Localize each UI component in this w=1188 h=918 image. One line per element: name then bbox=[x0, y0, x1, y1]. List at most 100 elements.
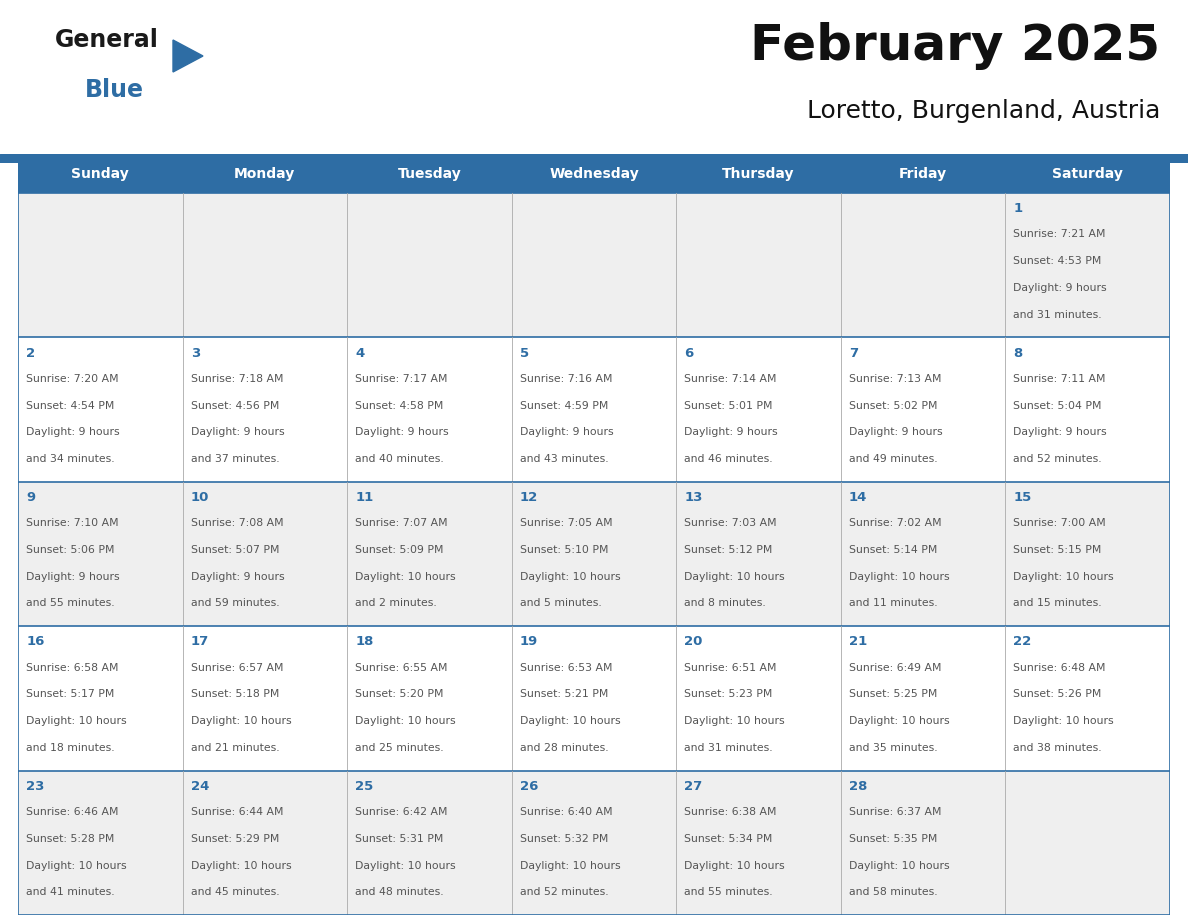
Text: and 48 minutes.: and 48 minutes. bbox=[355, 887, 444, 897]
Text: Sunrise: 7:00 AM: Sunrise: 7:00 AM bbox=[1013, 519, 1106, 528]
Bar bbox=[676, 482, 841, 626]
Text: Sunrise: 6:58 AM: Sunrise: 6:58 AM bbox=[26, 663, 119, 673]
Text: 20: 20 bbox=[684, 635, 703, 648]
Bar bbox=[183, 193, 347, 338]
Bar bbox=[347, 155, 512, 193]
Bar bbox=[347, 338, 512, 482]
Text: Daylight: 9 hours: Daylight: 9 hours bbox=[190, 572, 284, 582]
Bar bbox=[347, 193, 512, 338]
Text: Sunset: 5:29 PM: Sunset: 5:29 PM bbox=[190, 834, 279, 844]
Text: Blue: Blue bbox=[86, 78, 144, 102]
Text: Sunset: 5:12 PM: Sunset: 5:12 PM bbox=[684, 545, 772, 555]
Text: Sunrise: 7:18 AM: Sunrise: 7:18 AM bbox=[190, 374, 283, 384]
Text: Sunrise: 7:03 AM: Sunrise: 7:03 AM bbox=[684, 519, 777, 528]
Bar bbox=[183, 626, 347, 770]
Text: and 35 minutes.: and 35 minutes. bbox=[849, 743, 937, 753]
Text: and 5 minutes.: and 5 minutes. bbox=[520, 599, 601, 609]
Bar bbox=[347, 482, 512, 626]
Text: Daylight: 9 hours: Daylight: 9 hours bbox=[355, 427, 449, 437]
Bar bbox=[841, 482, 1005, 626]
Text: Sunset: 5:32 PM: Sunset: 5:32 PM bbox=[520, 834, 608, 844]
Text: Sunset: 5:31 PM: Sunset: 5:31 PM bbox=[355, 834, 443, 844]
Text: and 52 minutes.: and 52 minutes. bbox=[1013, 454, 1102, 464]
Text: Sunrise: 7:07 AM: Sunrise: 7:07 AM bbox=[355, 519, 448, 528]
Text: Daylight: 9 hours: Daylight: 9 hours bbox=[520, 427, 613, 437]
Text: and 55 minutes.: and 55 minutes. bbox=[26, 599, 115, 609]
Bar bbox=[183, 482, 347, 626]
Bar bbox=[1005, 193, 1170, 338]
Text: Sunset: 4:56 PM: Sunset: 4:56 PM bbox=[190, 400, 279, 410]
Bar bbox=[512, 338, 676, 482]
Text: Daylight: 10 hours: Daylight: 10 hours bbox=[849, 860, 949, 870]
Text: 10: 10 bbox=[190, 491, 209, 504]
Text: 15: 15 bbox=[1013, 491, 1031, 504]
Text: Sunrise: 7:10 AM: Sunrise: 7:10 AM bbox=[26, 519, 119, 528]
Text: Sunset: 5:34 PM: Sunset: 5:34 PM bbox=[684, 834, 772, 844]
Text: Sunset: 5:15 PM: Sunset: 5:15 PM bbox=[1013, 545, 1101, 555]
Polygon shape bbox=[173, 40, 203, 72]
Text: Sunset: 5:17 PM: Sunset: 5:17 PM bbox=[26, 689, 114, 700]
Text: 24: 24 bbox=[190, 779, 209, 793]
Text: Sunrise: 6:49 AM: Sunrise: 6:49 AM bbox=[849, 663, 941, 673]
Bar bbox=[512, 770, 676, 915]
Bar bbox=[1005, 155, 1170, 193]
Text: Daylight: 10 hours: Daylight: 10 hours bbox=[684, 572, 785, 582]
Text: 9: 9 bbox=[26, 491, 36, 504]
Text: Sunset: 5:25 PM: Sunset: 5:25 PM bbox=[849, 689, 937, 700]
Text: 14: 14 bbox=[849, 491, 867, 504]
Text: Daylight: 9 hours: Daylight: 9 hours bbox=[190, 427, 284, 437]
Text: 4: 4 bbox=[355, 346, 365, 360]
Text: and 52 minutes.: and 52 minutes. bbox=[520, 887, 608, 897]
Text: and 8 minutes.: and 8 minutes. bbox=[684, 599, 766, 609]
Text: Sunrise: 7:14 AM: Sunrise: 7:14 AM bbox=[684, 374, 777, 384]
Text: and 37 minutes.: and 37 minutes. bbox=[190, 454, 279, 464]
Text: Friday: Friday bbox=[899, 167, 947, 181]
Text: Sunrise: 7:17 AM: Sunrise: 7:17 AM bbox=[355, 374, 448, 384]
Bar bbox=[183, 770, 347, 915]
Bar bbox=[841, 626, 1005, 770]
Text: Sunrise: 7:20 AM: Sunrise: 7:20 AM bbox=[26, 374, 119, 384]
Text: Sunrise: 7:11 AM: Sunrise: 7:11 AM bbox=[1013, 374, 1106, 384]
Text: Sunrise: 7:13 AM: Sunrise: 7:13 AM bbox=[849, 374, 941, 384]
Text: Sunrise: 7:05 AM: Sunrise: 7:05 AM bbox=[520, 519, 612, 528]
Text: 13: 13 bbox=[684, 491, 703, 504]
Text: Wednesday: Wednesday bbox=[549, 167, 639, 181]
Text: Sunrise: 7:16 AM: Sunrise: 7:16 AM bbox=[520, 374, 612, 384]
Text: and 58 minutes.: and 58 minutes. bbox=[849, 887, 937, 897]
Text: Sunset: 4:58 PM: Sunset: 4:58 PM bbox=[355, 400, 443, 410]
Text: 16: 16 bbox=[26, 635, 44, 648]
Text: 26: 26 bbox=[520, 779, 538, 793]
Text: and 41 minutes.: and 41 minutes. bbox=[26, 887, 115, 897]
Text: and 55 minutes.: and 55 minutes. bbox=[684, 887, 773, 897]
Text: and 59 minutes.: and 59 minutes. bbox=[190, 599, 279, 609]
Bar bbox=[676, 193, 841, 338]
Bar bbox=[1005, 482, 1170, 626]
Bar bbox=[183, 155, 347, 193]
Bar bbox=[18, 193, 183, 338]
Bar bbox=[183, 338, 347, 482]
Text: Daylight: 9 hours: Daylight: 9 hours bbox=[684, 427, 778, 437]
Text: Monday: Monday bbox=[234, 167, 296, 181]
Text: Sunrise: 7:02 AM: Sunrise: 7:02 AM bbox=[849, 519, 942, 528]
Text: 22: 22 bbox=[1013, 635, 1031, 648]
Text: 27: 27 bbox=[684, 779, 702, 793]
Text: Daylight: 9 hours: Daylight: 9 hours bbox=[849, 427, 942, 437]
Text: Sunset: 4:59 PM: Sunset: 4:59 PM bbox=[520, 400, 608, 410]
Text: 25: 25 bbox=[355, 779, 373, 793]
Text: Daylight: 10 hours: Daylight: 10 hours bbox=[520, 572, 620, 582]
Bar bbox=[1005, 338, 1170, 482]
Bar bbox=[512, 482, 676, 626]
Text: Sunset: 5:02 PM: Sunset: 5:02 PM bbox=[849, 400, 937, 410]
Bar bbox=[841, 193, 1005, 338]
Text: Daylight: 10 hours: Daylight: 10 hours bbox=[520, 860, 620, 870]
Text: and 31 minutes.: and 31 minutes. bbox=[1013, 309, 1102, 319]
Text: Sunrise: 6:48 AM: Sunrise: 6:48 AM bbox=[1013, 663, 1106, 673]
Bar bbox=[1005, 626, 1170, 770]
Text: Sunrise: 6:53 AM: Sunrise: 6:53 AM bbox=[520, 663, 612, 673]
Text: Sunrise: 6:40 AM: Sunrise: 6:40 AM bbox=[520, 807, 612, 817]
Text: Sunset: 4:53 PM: Sunset: 4:53 PM bbox=[1013, 256, 1101, 266]
Text: Tuesday: Tuesday bbox=[398, 167, 461, 181]
Text: Daylight: 9 hours: Daylight: 9 hours bbox=[1013, 283, 1107, 293]
Text: Daylight: 10 hours: Daylight: 10 hours bbox=[684, 860, 785, 870]
Text: Sunset: 5:14 PM: Sunset: 5:14 PM bbox=[849, 545, 937, 555]
